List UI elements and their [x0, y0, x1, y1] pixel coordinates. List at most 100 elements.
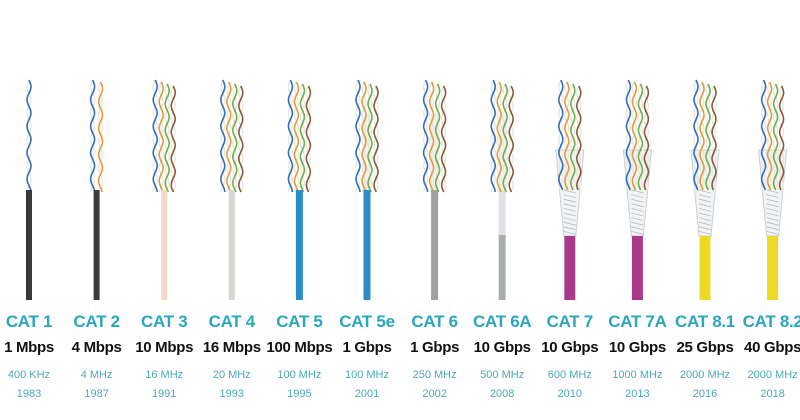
- braid-strand: [766, 212, 779, 217]
- wire-pair-colored: [760, 79, 767, 191]
- cable-category: CAT 1: [5, 312, 53, 331]
- cable-label: CAT 3 10 Mbps 16 MHz 1991: [129, 312, 199, 401]
- wire-pair-colored: [287, 79, 294, 193]
- braid-strand: [766, 217, 779, 221]
- wire-pair-white: [699, 81, 705, 191]
- wire-pair-colored: [219, 79, 226, 193]
- cable-jacket: [363, 190, 371, 300]
- wire-pair-colored: [367, 83, 373, 193]
- wire-pair-colored: [508, 85, 515, 193]
- cable-label: CAT 5 100 Mbps 100 MHz 1995: [264, 312, 334, 401]
- wire-pair-colored: [440, 85, 447, 193]
- wire-pair-white: [631, 81, 638, 191]
- cable-11: [690, 79, 720, 300]
- braid-strand: [698, 203, 712, 208]
- foil-shield: [498, 190, 506, 235]
- cable-year: 2001: [354, 388, 380, 400]
- cable-jacket: [93, 190, 100, 300]
- wire-pair-colored: [496, 81, 503, 193]
- wire-pair-white: [299, 83, 306, 193]
- cable-label: CAT 5e 1 Gbps 100 MHz 2001: [332, 312, 402, 401]
- cable-category: CAT 6A: [473, 312, 532, 331]
- cable-label: CAT 2 4 Mbps 4 MHz 1987: [62, 312, 132, 401]
- wire-pair-white: [490, 79, 496, 193]
- cable-year: 2018: [760, 388, 785, 400]
- wire-pair-colored: [778, 85, 785, 191]
- cable-frequency: 16 MHz: [145, 369, 184, 381]
- cable-speed: 4 Mbps: [71, 339, 122, 356]
- wire-pair-colored: [89, 79, 96, 193]
- cable-category: CAT 8.1: [675, 312, 735, 331]
- cable-year: 1983: [16, 388, 42, 400]
- wire-pair-white: [26, 79, 32, 193]
- wire-pair-colored: [575, 85, 582, 191]
- cable-frequency: 500 MHz: [480, 369, 525, 381]
- wire-pair-colored: [299, 83, 306, 193]
- wire-pair-white: [367, 83, 373, 193]
- cable-year: 2002: [422, 388, 447, 400]
- cable-4: [219, 79, 244, 300]
- wire-pair-colored: [293, 81, 300, 193]
- braid-strand: [631, 194, 644, 198]
- wire-pair-white: [232, 83, 238, 193]
- wire-pair-colored: [164, 83, 171, 193]
- cable-category: CAT 3: [141, 312, 188, 331]
- cable-2: [89, 79, 104, 300]
- wire-pair-colored: [428, 81, 435, 193]
- cable-frequency: 2000 MHz: [747, 369, 798, 381]
- cable-label: CAT 8.1 25 Gbps 2000 MHz 2016: [670, 312, 740, 401]
- cable-frequency: 1000 MHz: [612, 369, 663, 381]
- wire-pair-colored: [772, 83, 779, 191]
- cable-jacket: [564, 236, 576, 300]
- wire-pair-colored: [643, 85, 650, 191]
- cable-year: 1993: [219, 388, 245, 400]
- cable-category: CAT 4: [208, 312, 256, 331]
- wire-pair-colored: [569, 83, 576, 191]
- wire-pair-white: [564, 81, 570, 191]
- wire-pair-colored: [231, 83, 238, 193]
- braid-strand: [631, 217, 644, 221]
- braid-strand: [698, 226, 712, 231]
- cable-speed: 1 Mbps: [4, 339, 54, 356]
- wire-pair-white: [164, 83, 170, 193]
- braid-strand: [563, 217, 576, 221]
- braid-strand: [698, 221, 712, 226]
- cable-category: CAT 5: [276, 312, 323, 331]
- braid-strand: [563, 231, 576, 235]
- cable-speed: 100 Mbps: [266, 339, 333, 356]
- cable-label: CAT 1 1 Mbps 400 KHz 1983: [0, 312, 64, 401]
- cable-frequency: 600 MHz: [547, 369, 592, 381]
- wire-pair-colored: [490, 79, 497, 193]
- braid-strand: [766, 208, 779, 212]
- wire-pair-colored: [158, 81, 165, 193]
- cable-speed: 16 Mbps: [202, 339, 261, 356]
- cable-speed: 10 Gbps: [473, 339, 531, 356]
- cable-label: CAT 7 10 Gbps 600 MHz 2010: [535, 312, 605, 401]
- braid-strand: [698, 194, 712, 198]
- braid-strand: [563, 194, 576, 198]
- cable-jacket: [26, 190, 32, 300]
- wire-pair-colored: [170, 85, 177, 193]
- wire-pair-colored: [97, 81, 104, 193]
- cable-speed: 10 Gbps: [541, 339, 599, 356]
- braid-strand: [631, 221, 644, 226]
- cable-jacket: [767, 236, 779, 300]
- cable-jacket: [498, 235, 506, 300]
- braid-strand: [766, 231, 779, 235]
- braid-strand: [563, 198, 576, 203]
- wire-pair-colored: [225, 81, 232, 193]
- braid-strand: [631, 203, 644, 208]
- cable-speed: 10 Gbps: [608, 339, 666, 356]
- braid-strand: [698, 189, 712, 194]
- spline-core: [498, 114, 506, 191]
- cable-frequency: 4 MHz: [80, 369, 113, 381]
- wire-pair-white: [422, 79, 429, 193]
- cable-category: CAT 2: [73, 312, 120, 331]
- cable-jacket: [431, 190, 439, 300]
- wire-pair-colored: [305, 85, 312, 193]
- wire-pair-white: [434, 83, 441, 193]
- braid-strand: [563, 221, 576, 226]
- wire-pair-colored: [711, 85, 717, 191]
- cable-year: 1991: [151, 388, 177, 400]
- cable-speed: 25 Gbps: [676, 339, 734, 356]
